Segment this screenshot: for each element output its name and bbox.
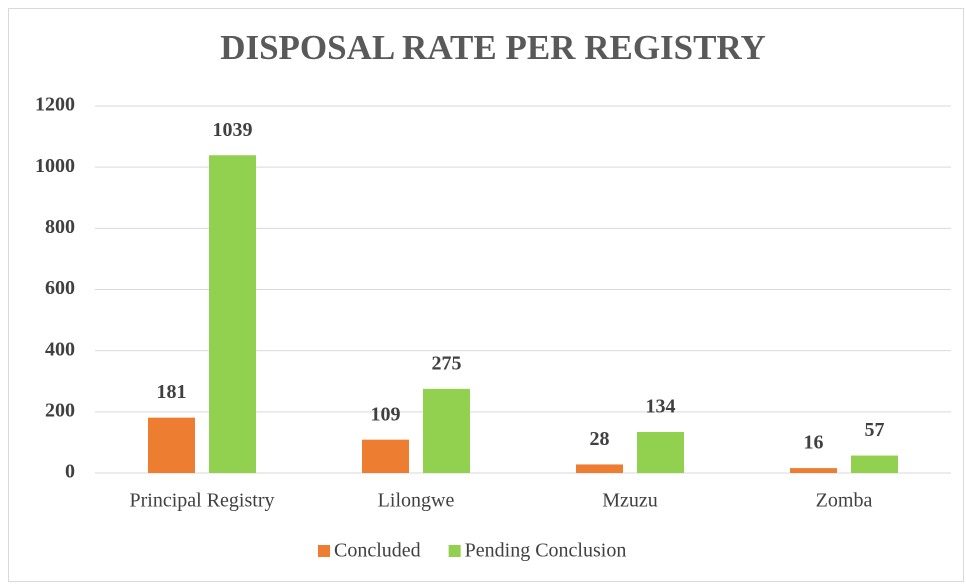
legend-swatch <box>448 545 461 557</box>
y-tick-label: 0 <box>65 461 75 483</box>
x-tick-label: Mzuzu <box>602 490 658 512</box>
data-label: 1039 <box>213 119 253 141</box>
y-tick-label: 400 <box>45 338 75 360</box>
x-tick-label: Lilongwe <box>378 490 455 512</box>
bar <box>423 388 470 473</box>
bar <box>790 468 837 473</box>
data-label: 109 <box>371 403 401 425</box>
data-label: 57 <box>865 419 885 441</box>
legend-label: Pending Conclusion <box>465 540 627 562</box>
y-tick-label: 200 <box>45 399 75 421</box>
data-label: 28 <box>590 428 610 450</box>
data-label: 16 <box>804 432 824 454</box>
y-tick-label: 800 <box>45 216 75 238</box>
bar <box>576 464 623 473</box>
y-tick-label: 1200 <box>35 94 75 116</box>
bar <box>851 455 898 473</box>
bar <box>362 439 409 473</box>
data-label: 134 <box>646 396 676 418</box>
bar <box>637 432 684 473</box>
legend-swatch <box>318 545 330 557</box>
bar <box>209 155 256 473</box>
data-label: 275 <box>432 352 462 374</box>
chart-title: DISPOSAL RATE PER REGISTRY <box>220 28 766 67</box>
x-tick-label: Principal Registry <box>130 490 275 512</box>
y-tick-label: 1000 <box>35 155 75 177</box>
legend-label: Concluded <box>334 540 421 562</box>
chart-border <box>8 8 964 582</box>
data-label: 181 <box>157 381 187 403</box>
y-tick-label: 600 <box>45 277 75 299</box>
x-tick-label: Zomba <box>816 490 873 512</box>
bar <box>148 417 195 473</box>
